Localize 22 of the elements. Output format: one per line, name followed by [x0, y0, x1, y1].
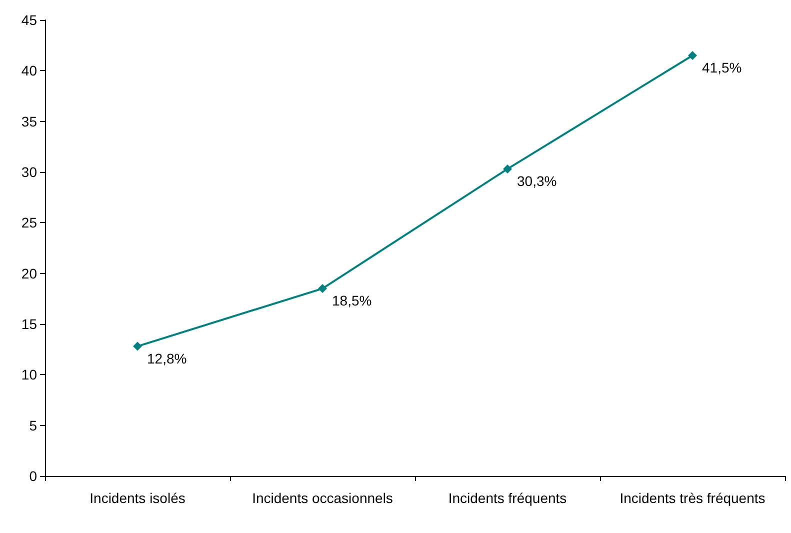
y-tick-label: 45 — [21, 12, 38, 28]
point — [133, 342, 142, 351]
x-tick-label: Incidents fréquents — [448, 490, 567, 506]
point — [318, 284, 327, 294]
y-tick-label: 15 — [21, 316, 38, 332]
x-tick-label: Incidents isolés — [90, 490, 186, 506]
y-tick-label: 30 — [21, 164, 38, 180]
data-label: 12,8% — [147, 350, 187, 366]
data-label: 41,5% — [702, 59, 742, 76]
data-label: 18,5% — [332, 292, 372, 309]
y-tick-label: 5 — [29, 417, 38, 434]
y-tick-label: 20 — [21, 265, 38, 282]
y-tick-label: 35 — [21, 113, 38, 130]
y-tick-label: 10 — [21, 366, 38, 383]
data-label: 30,3% — [517, 172, 557, 189]
y-tick-label: 40 — [21, 62, 38, 79]
point — [688, 50, 697, 60]
y-tick-label: 25 — [21, 214, 38, 231]
x-tick-label: Incidents occasionnels — [252, 490, 393, 506]
y-tick-label: 0 — [29, 468, 38, 484]
point — [503, 164, 512, 174]
x-tick-label: Incidents très fréquents — [620, 490, 766, 506]
